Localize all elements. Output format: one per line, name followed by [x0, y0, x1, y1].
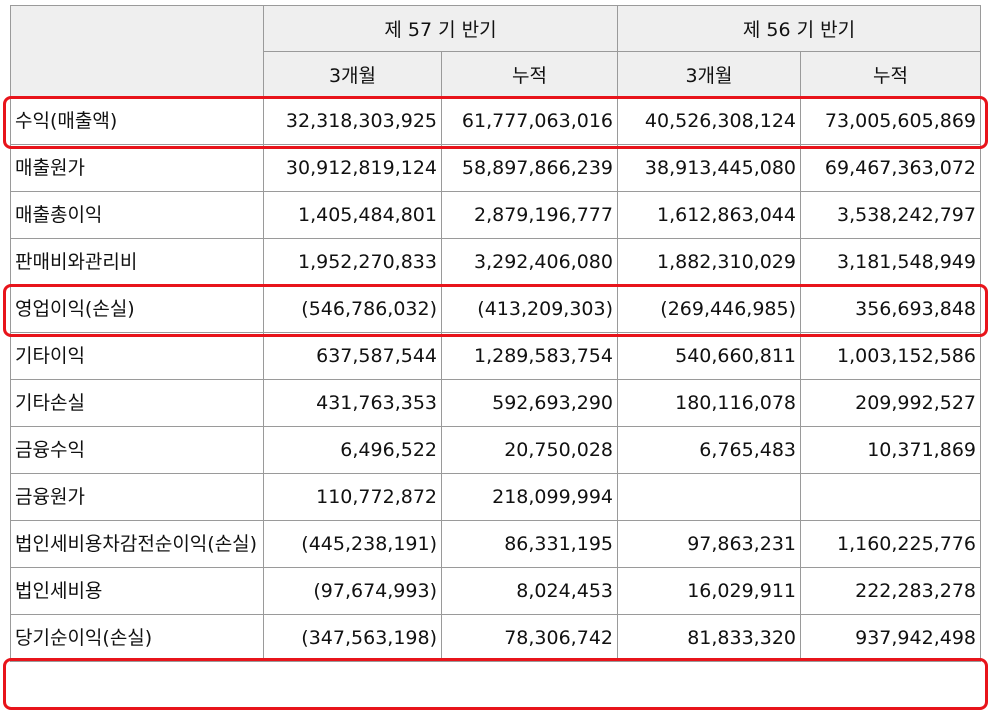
value-cell: 81,833,320 — [617, 614, 801, 662]
table-row: 수익(매출액) 32,318,303,925 61,777,063,016 40,52… — [10, 97, 981, 145]
value-cell: 637,587,544 — [263, 332, 442, 380]
value-cell: 3,538,242,797 — [800, 191, 981, 239]
row-label: 법인세비용 — [10, 567, 264, 615]
value-cell: 937,942,498 — [800, 614, 981, 662]
header-row: 제 57 기 반기 제 56 기 반기 — [10, 5, 981, 98]
value-cell: (413,209,303) — [441, 285, 618, 333]
value-cell: (546,786,032) — [263, 285, 442, 333]
table-row: 판매비와관리비 1,952,270,833 3,292,406,080 1,882,3… — [10, 238, 981, 286]
table-row: 매출총이익 1,405,484,801 2,879,196,777 1,612,863… — [10, 191, 981, 239]
row-label: 매출원가 — [10, 144, 264, 192]
value-cell: 180,116,078 — [617, 379, 801, 427]
value-cell: 6,496,522 — [263, 426, 442, 474]
value-cell: 540,660,811 — [617, 332, 801, 380]
column-header: 누적 — [800, 51, 981, 98]
table-row: 영업이익(손실) (546,786,032) (413,209,303) (269,4… — [10, 285, 981, 333]
value-cell: 97,863,231 — [617, 520, 801, 568]
value-cell: 32,318,303,925 — [263, 97, 442, 145]
value-cell: 69,467,363,072 — [800, 144, 981, 192]
value-cell: 209,992,527 — [800, 379, 981, 427]
value-cell: 356,693,848 — [800, 285, 981, 333]
value-cell: 218,099,994 — [441, 473, 618, 521]
column-header: 누적 — [441, 51, 618, 98]
value-cell: 431,763,353 — [263, 379, 442, 427]
value-cell: 1,405,484,801 — [263, 191, 442, 239]
value-cell: 110,772,872 — [263, 473, 442, 521]
value-cell: 10,371,869 — [800, 426, 981, 474]
value-cell: 1,952,270,833 — [263, 238, 442, 286]
value-cell: 3,292,406,080 — [441, 238, 618, 286]
table-row: 금융원가 110,772,872 218,099,994 — [10, 473, 981, 521]
table-row: 법인세비용 (97,674,993) 8,024,453 16,029,911 222,… — [10, 567, 981, 615]
corner-cell — [10, 5, 264, 98]
value-cell: 38,913,445,080 — [617, 144, 801, 192]
table-row: 매출원가 30,912,819,124 58,897,866,239 38,913,4… — [10, 144, 981, 192]
row-label: 기타이익 — [10, 332, 264, 380]
table-body: 수익(매출액) 32,318,303,925 61,777,063,016 40,52… — [10, 97, 981, 662]
table-row: 당기순이익(손실) (347,563,198) 78,306,742 81,833,3… — [10, 614, 981, 662]
value-cell: 58,897,866,239 — [441, 144, 618, 192]
row-label: 수익(매출액) — [10, 97, 264, 145]
value-cell: 20,750,028 — [441, 426, 618, 474]
value-cell: 222,283,278 — [800, 567, 981, 615]
value-cell: (445,238,191) — [263, 520, 442, 568]
value-cell: (97,674,993) — [263, 567, 442, 615]
row-label: 금융원가 — [10, 473, 264, 521]
empty-cell — [617, 473, 801, 521]
value-cell: (269,446,985) — [617, 285, 801, 333]
highlight-box — [3, 658, 988, 710]
header-row: 3개월 누적 3개월 누적 — [11, 51, 981, 98]
row-label: 영업이익(손실) — [10, 285, 264, 333]
value-cell: (347,563,198) — [263, 614, 442, 662]
value-cell: 30,912,819,124 — [263, 144, 442, 192]
row-label: 기타손실 — [10, 379, 264, 427]
row-label: 매출총이익 — [10, 191, 264, 239]
row-label: 당기순이익(손실) — [10, 614, 264, 662]
row-label: 금융수익 — [10, 426, 264, 474]
value-cell: 8,024,453 — [441, 567, 618, 615]
column-header: 3개월 — [263, 51, 442, 98]
value-cell: 40,526,308,124 — [617, 97, 801, 145]
value-cell: 86,331,195 — [441, 520, 618, 568]
period-header: 제 56 기 반기 — [617, 5, 981, 52]
column-header: 3개월 — [617, 51, 801, 98]
period-header: 제 57 기 반기 — [263, 5, 618, 52]
table-row: 기타손실 431,763,353 592,693,290 180,116,078 209… — [10, 379, 981, 427]
row-label: 판매비와관리비 — [10, 238, 264, 286]
statement-table: 제 57 기 반기 제 56 기 반기 3개월 누적 3개월 누적 수익(매출액… — [10, 5, 981, 662]
row-label: 법인세비용차감전순이익(손실) — [10, 520, 264, 568]
table-row: 금융수익 6,496,522 20,750,028 6,765,483 10,371,8… — [10, 426, 981, 474]
value-cell: 2,879,196,777 — [441, 191, 618, 239]
value-cell: 1,160,225,776 — [800, 520, 981, 568]
value-cell: 1,882,310,029 — [617, 238, 801, 286]
value-cell: 16,029,911 — [617, 567, 801, 615]
value-cell: 61,777,063,016 — [441, 97, 618, 145]
value-cell: 73,005,605,869 — [800, 97, 981, 145]
table-row: 법인세비용차감전순이익(손실) (445,238,191) 86,331,195 97… — [10, 520, 981, 568]
value-cell: 6,765,483 — [617, 426, 801, 474]
value-cell: 1,289,583,754 — [441, 332, 618, 380]
value-cell: 1,003,152,586 — [800, 332, 981, 380]
value-cell: 1,612,863,044 — [617, 191, 801, 239]
value-cell: 78,306,742 — [441, 614, 618, 662]
value-cell: 3,181,548,949 — [800, 238, 981, 286]
empty-cell — [800, 473, 981, 521]
table-row: 기타이익 637,587,544 1,289,583,754 540,660,811 1… — [10, 332, 981, 380]
value-cell: 592,693,290 — [441, 379, 618, 427]
